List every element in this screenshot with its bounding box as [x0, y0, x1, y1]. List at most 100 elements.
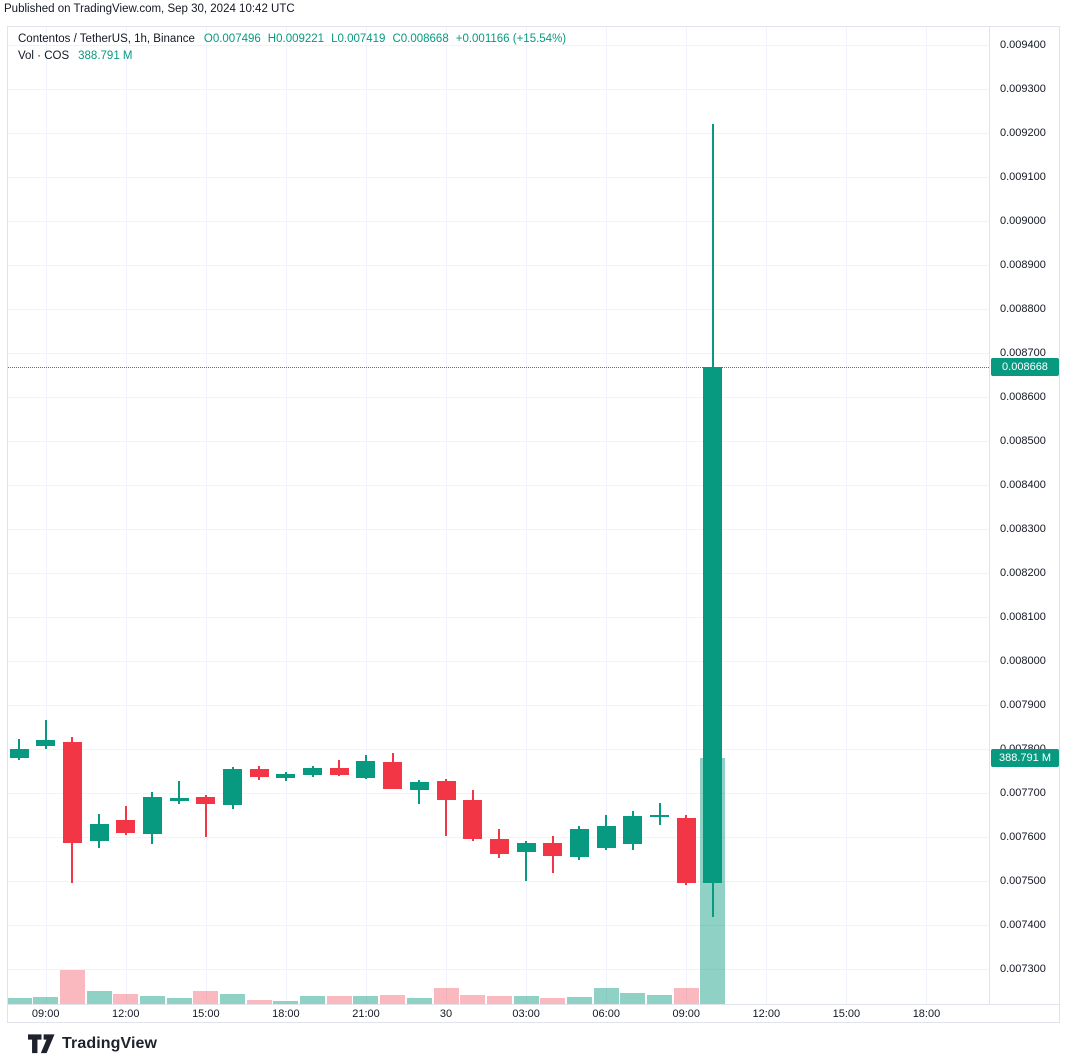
gridline-horizontal: [8, 265, 989, 266]
gridline-vertical: [205, 27, 207, 1004]
volume-bar: [139, 995, 165, 1004]
last-price-badge: 0.008668: [991, 358, 1059, 376]
volume-bar: [593, 988, 619, 1004]
candle-wick: [525, 840, 528, 881]
gridline-vertical: [526, 27, 528, 1004]
volume-bar: [273, 1000, 299, 1004]
time-tick-label: 18:00: [912, 1008, 941, 1020]
time-tick-label: 12:00: [752, 1008, 781, 1020]
price-tick-label: 0.009400: [1000, 38, 1046, 51]
candle-body: [650, 815, 670, 817]
gridline-horizontal: [8, 353, 989, 354]
candle-wick: [658, 802, 661, 826]
volume-bar: [193, 990, 219, 1004]
candle-body: [249, 768, 269, 778]
gridline-vertical: [606, 27, 608, 1004]
price-tick-label: 0.008900: [1000, 258, 1046, 271]
volume-bar: [326, 995, 352, 1004]
gridline-vertical: [125, 27, 127, 1004]
gridline-horizontal: [8, 617, 989, 618]
volume-bar: [620, 993, 646, 1004]
volume-bar: [86, 990, 112, 1004]
gridline-vertical: [686, 27, 688, 1004]
volume-bar: [647, 994, 673, 1004]
time-tick-label: 18:00: [272, 1008, 300, 1020]
candle-wick: [204, 795, 207, 837]
gridline-horizontal: [8, 969, 989, 970]
time-tick-label: 15:00: [832, 1008, 861, 1020]
price-tick-label: 0.007500: [1000, 874, 1046, 887]
last-price-line: [8, 367, 989, 368]
ohlc-low: L0.007419: [331, 33, 386, 45]
candle-body: [489, 838, 509, 855]
candle-body: [329, 767, 349, 775]
volume-bar: [673, 987, 699, 1004]
price-tick-label: 0.009200: [1000, 126, 1046, 139]
candle-body: [169, 797, 189, 802]
last-volume-badge: 388.791 M: [991, 749, 1059, 767]
gridline-horizontal: [8, 925, 989, 926]
time-tick-label: 21:00: [352, 1008, 380, 1020]
gridline-horizontal: [8, 485, 989, 486]
legend-row-volume: Vol · COS 388.791 M: [18, 48, 566, 65]
ohlc-high: H0.009221: [267, 33, 325, 45]
price-tick-label: 0.007300: [1000, 962, 1046, 975]
ohlc-change: +0.001166 (+15.54%): [455, 33, 567, 45]
published-caption: Published on TradingView.com, Sep 30, 20…: [4, 3, 295, 15]
time-tick-label: 09:00: [31, 1008, 60, 1020]
candle-body: [62, 741, 82, 844]
candle-body: [703, 367, 723, 883]
gridline-vertical: [926, 27, 928, 1004]
volume-bar: [113, 993, 139, 1004]
tradingview-logo[interactable]: TradingView: [28, 1033, 157, 1055]
price-tick-label: 0.008600: [1000, 390, 1046, 403]
ohlc-close: C0.008668: [392, 33, 449, 45]
candle-body: [89, 823, 109, 842]
price-tick-label: 0.009300: [1000, 82, 1046, 95]
candle-body: [569, 828, 589, 858]
price-tick-label: 0.008800: [1000, 302, 1046, 315]
gridline-vertical: [285, 27, 287, 1004]
tradingview-logo-text: TradingView: [62, 1035, 158, 1052]
candle-body: [623, 816, 643, 845]
gridline-horizontal: [8, 221, 989, 222]
legend-row-symbol: Contentos / TetherUS, 1h, Binance O0.0074…: [18, 31, 566, 48]
candle-body: [36, 740, 56, 746]
gridline-vertical: [846, 27, 848, 1004]
volume-bar: [486, 995, 512, 1004]
gridline-horizontal: [8, 133, 989, 134]
price-tick-label: 0.008700: [1000, 346, 1046, 359]
price-tick-label: 0.008400: [1000, 478, 1046, 491]
time-tick-label: 12:00: [111, 1008, 140, 1020]
volume-value: 388.791 M: [78, 50, 133, 62]
candle-wick: [418, 779, 421, 804]
time-tick-label: 09:00: [672, 1008, 701, 1020]
volume-bar: [540, 998, 566, 1004]
price-tick-label: 0.009100: [1000, 170, 1046, 183]
gridline-horizontal: [8, 705, 989, 706]
gridline-horizontal: [8, 661, 989, 662]
volume-bar: [433, 988, 459, 1004]
gridline-vertical: [45, 27, 47, 1004]
volume-bar: [166, 998, 192, 1004]
volume-bar: [406, 997, 432, 1004]
volume-bar: [33, 996, 59, 1004]
price-axis[interactable]: 0.008668 388.791 M 0.009400 0.009300 0.009…: [989, 27, 1059, 1004]
candle-body: [676, 817, 696, 883]
time-tick-label: 06:00: [592, 1008, 620, 1020]
volume-bar: [220, 993, 246, 1004]
price-chart-plot[interactable]: Contentos / TetherUS, 1h, Binance O0.0074…: [8, 27, 989, 1004]
candle-body: [9, 748, 29, 758]
volume-bar: [353, 996, 379, 1004]
price-tick-label: 0.007900: [1000, 698, 1046, 711]
time-axis[interactable]: 09:00 12:00 15:00 18:00 21:00 30 03:00 06:00 09:…: [8, 1004, 1059, 1023]
candle-body: [276, 774, 296, 779]
price-tick-label: 0.007600: [1000, 830, 1046, 843]
volume-bar: [566, 997, 592, 1004]
price-tick-label: 0.008000: [1000, 654, 1046, 667]
price-tick-label: 0.007400: [1000, 918, 1046, 931]
volume-label: Vol · COS: [18, 50, 70, 62]
symbol-title: Contentos / TetherUS, 1h, Binance: [18, 33, 195, 45]
price-tick-label: 0.008100: [1000, 610, 1046, 623]
